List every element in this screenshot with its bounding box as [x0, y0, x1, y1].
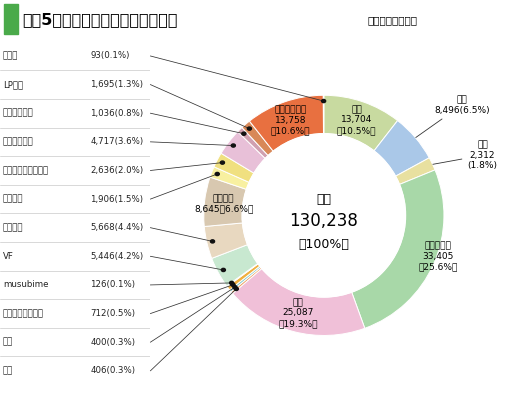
- Wedge shape: [323, 95, 397, 151]
- Wedge shape: [249, 95, 323, 151]
- Text: 406(0.3%): 406(0.3%): [90, 366, 135, 375]
- Wedge shape: [220, 132, 265, 173]
- Text: 130,238: 130,238: [289, 212, 358, 230]
- Wedge shape: [210, 167, 249, 189]
- Text: 生産資材
8,645（6.6%）: 生産資材 8,645（6.6%）: [193, 194, 253, 214]
- Wedge shape: [214, 153, 253, 182]
- Text: 米穀
13,704
（10.5%）: 米穀 13,704 （10.5%）: [336, 105, 376, 135]
- Wedge shape: [351, 170, 443, 328]
- Text: musubime: musubime: [3, 280, 48, 289]
- Wedge shape: [227, 264, 259, 290]
- Wedge shape: [204, 177, 246, 227]
- Wedge shape: [229, 266, 260, 292]
- Text: 施設広域品目: 施設広域品目: [3, 137, 34, 146]
- Text: 種苗: 種苗: [3, 366, 13, 375]
- Text: 712(0.5%): 712(0.5%): [90, 309, 135, 318]
- Text: 93(0.1%): 93(0.1%): [90, 52, 129, 60]
- Text: 5,668(4.4%): 5,668(4.4%): [90, 223, 143, 232]
- Text: 1,036(0.8%): 1,036(0.8%): [90, 109, 143, 118]
- Text: 販売資材: 販売資材: [3, 223, 23, 232]
- Text: 石油広域品目
13,758
（10.6%）: 石油広域品目 13,758 （10.6%）: [270, 105, 309, 135]
- Text: 農業機械: 農業機械: [3, 195, 23, 204]
- Wedge shape: [204, 223, 247, 258]
- Text: 果実
25,087
（19.3%）: 果実 25,087 （19.3%）: [278, 298, 317, 328]
- Circle shape: [242, 134, 405, 297]
- Wedge shape: [211, 245, 258, 286]
- Text: 特産
2,312
(1.8%): 特産 2,312 (1.8%): [432, 141, 496, 170]
- Text: 野菜・花き
33,405
（25.6%）: 野菜・花き 33,405 （25.6%）: [417, 241, 457, 271]
- Text: 126(0.1%): 126(0.1%): [90, 280, 135, 289]
- Wedge shape: [232, 268, 364, 335]
- Text: 1,695(1.3%): 1,695(1.3%): [90, 80, 143, 89]
- Wedge shape: [227, 264, 258, 287]
- Text: （単位：百万円）: （単位：百万円）: [367, 15, 417, 25]
- Text: 5,446(4.2%): 5,446(4.2%): [90, 252, 143, 261]
- Text: フードマーケット: フードマーケット: [3, 309, 44, 318]
- Text: 令和5年度取扱高実績および構成比: 令和5年度取扱高実績および構成比: [22, 13, 177, 27]
- Text: 筑後北部・南部広域: 筑後北部・南部広域: [3, 166, 49, 175]
- Text: 物流: 物流: [3, 338, 13, 347]
- Text: 合計: 合計: [316, 193, 331, 206]
- Text: 生活広域品目: 生活広域品目: [3, 109, 34, 118]
- Wedge shape: [231, 267, 261, 293]
- Wedge shape: [237, 127, 268, 158]
- Text: （100%）: （100%）: [298, 238, 349, 251]
- Text: 農産
8,496(6.5%): 農産 8,496(6.5%): [415, 95, 489, 137]
- Wedge shape: [241, 121, 273, 156]
- Wedge shape: [395, 158, 434, 185]
- Bar: [4, 4, 18, 34]
- Text: 1,906(1.5%): 1,906(1.5%): [90, 195, 143, 204]
- Text: 印刷物: 印刷物: [3, 52, 18, 60]
- Wedge shape: [373, 121, 429, 176]
- Text: VF: VF: [3, 252, 14, 261]
- Text: LPガス: LPガス: [3, 80, 23, 89]
- Text: 400(0.3%): 400(0.3%): [90, 338, 135, 347]
- Text: 2,636(2.0%): 2,636(2.0%): [90, 166, 143, 175]
- Text: 4,717(3.6%): 4,717(3.6%): [90, 137, 143, 146]
